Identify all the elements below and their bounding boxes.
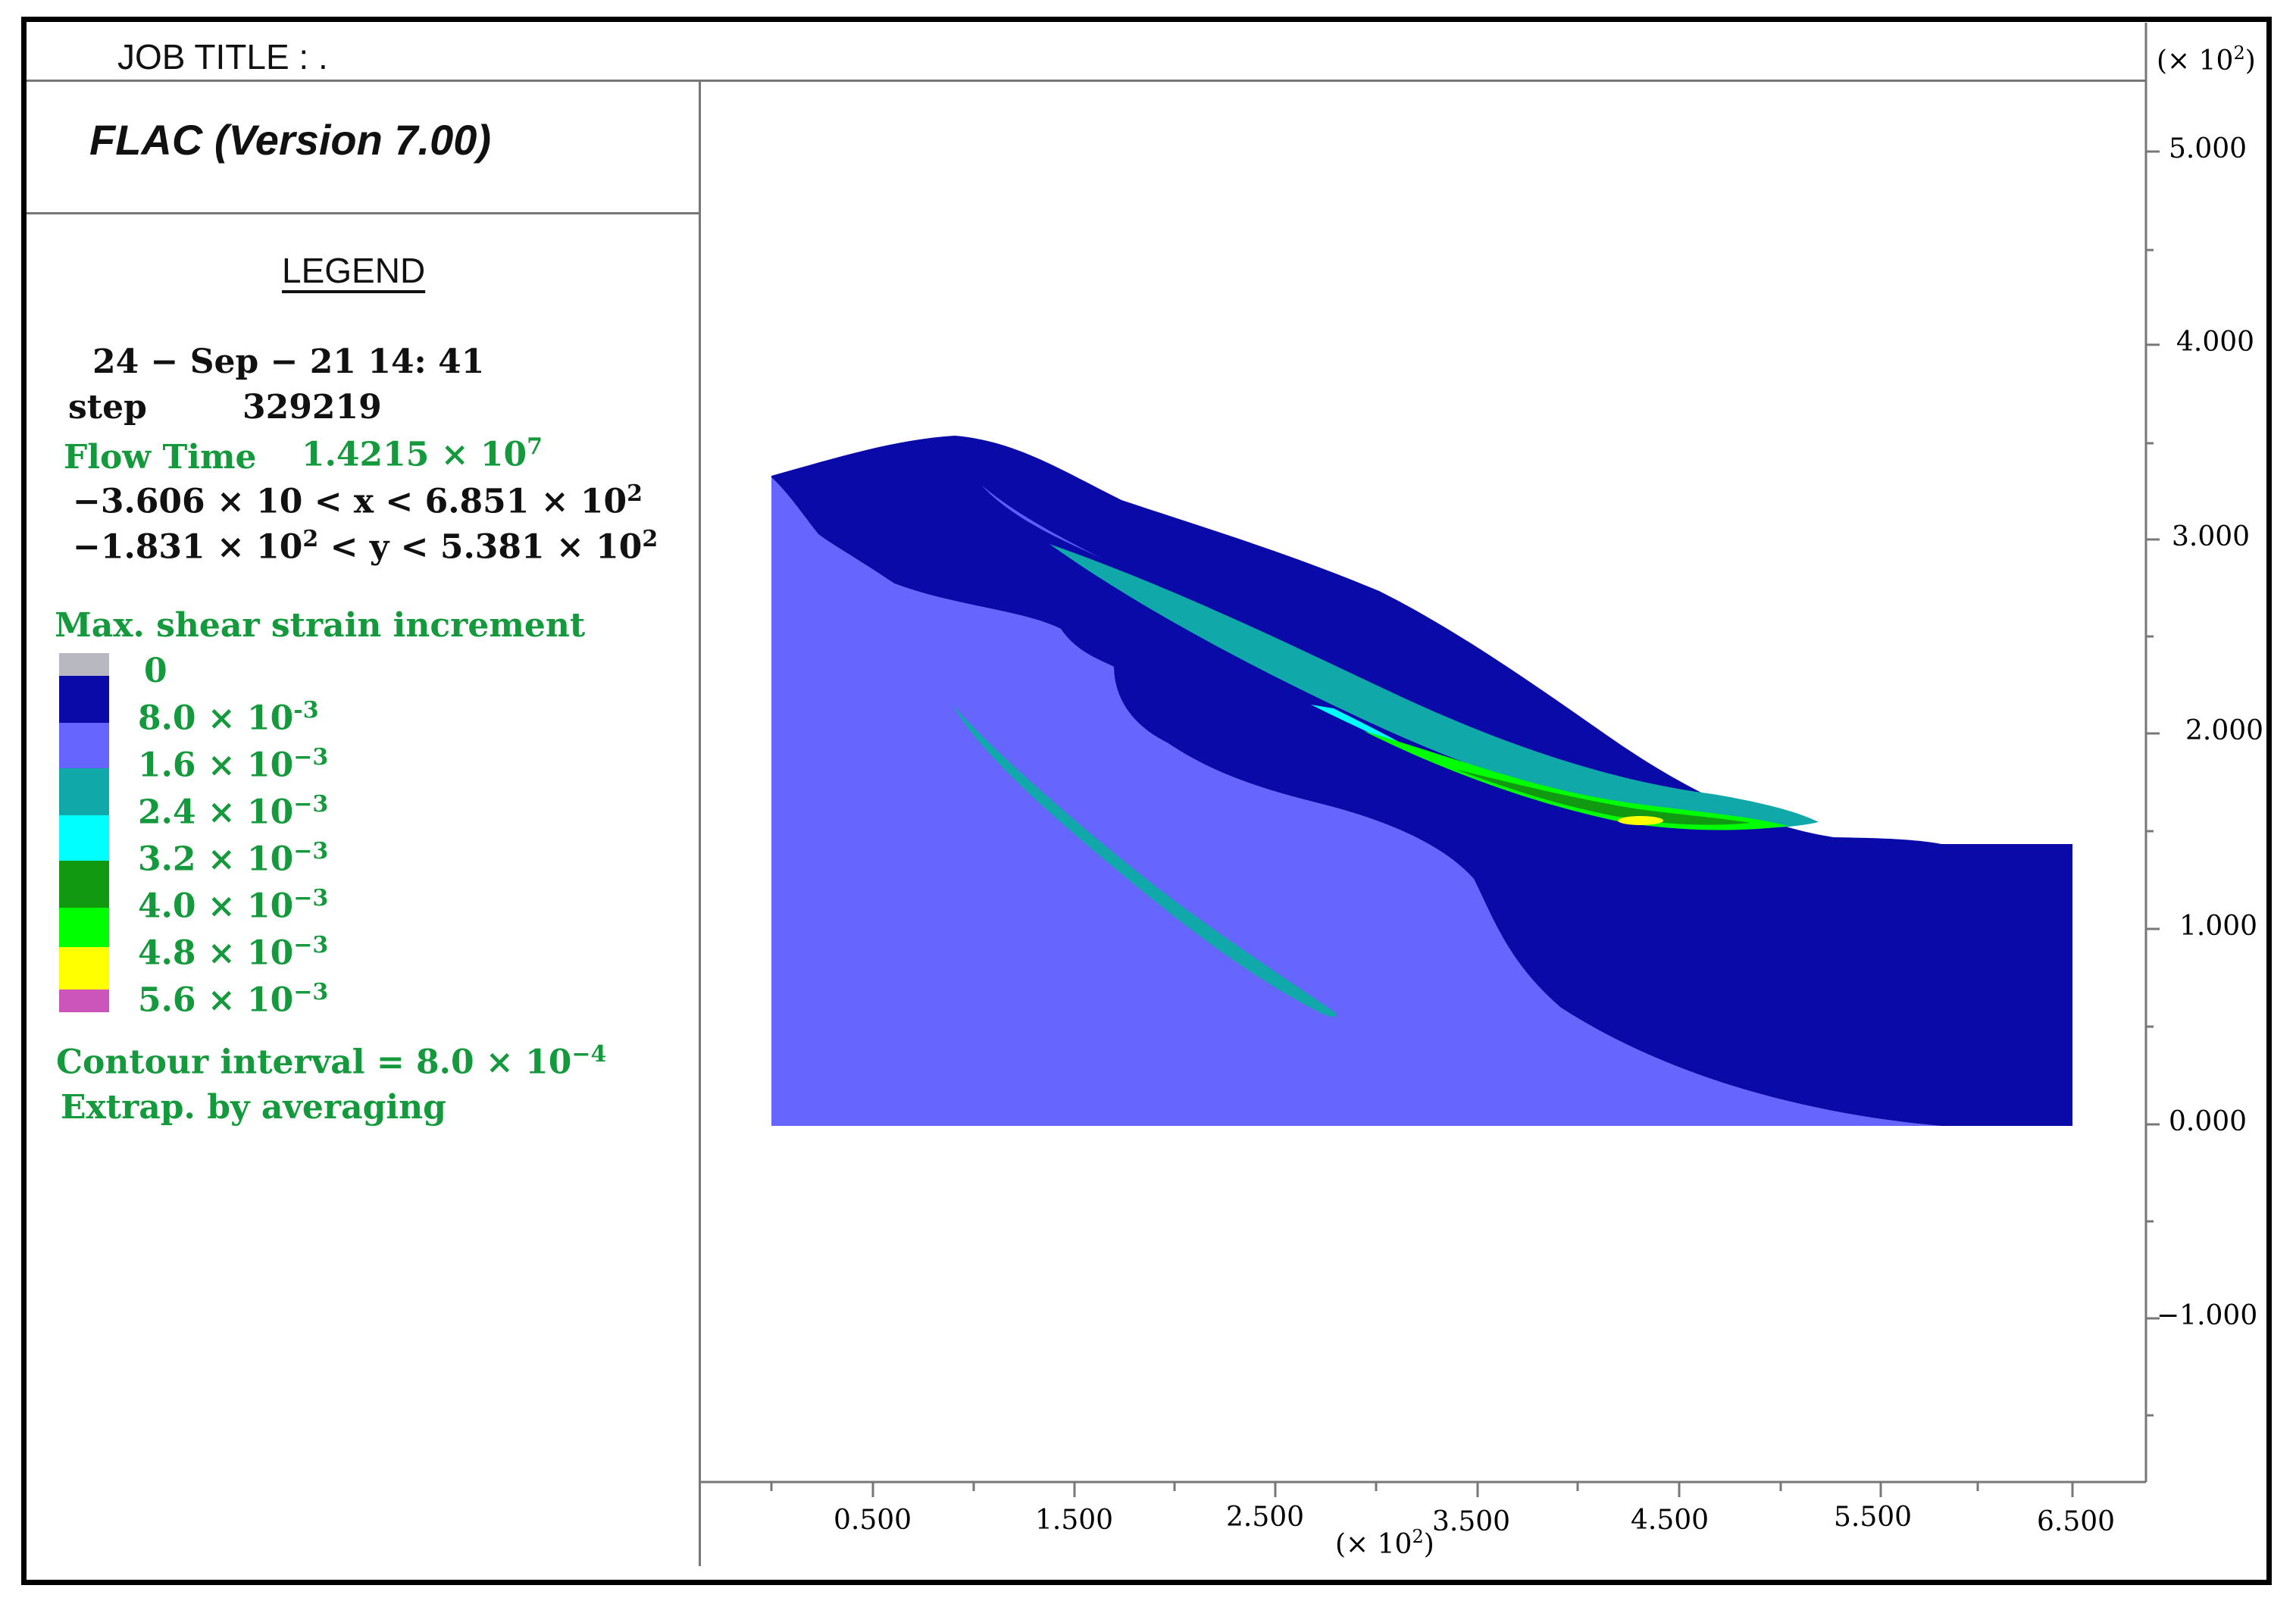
legend-date-time: 24 − Sep − 21 14: 41 [92, 342, 485, 381]
legend-level-2: 1.6 × 10−3 [138, 744, 328, 785]
soil-region [771, 436, 2072, 1126]
legend-level-6: 4.8 × 10−3 [138, 932, 328, 973]
contour-interval: Contour interval = 8.0 × 10−4 [56, 1041, 606, 1082]
flow-time-mantissa: 1.4215 × 10 [302, 435, 527, 474]
job-title: JOB TITLE : . [117, 37, 328, 77]
legend-flow-time-value: 1.4215 × 107 [302, 433, 543, 474]
x-axis-ticks [770, 1482, 2074, 1497]
legend-level-4: 3.2 × 10−3 [138, 838, 328, 879]
legend-x-range: −3.606 × 10 < x < 6.851 × 102 [73, 480, 643, 521]
legend-swatch-4 [59, 815, 109, 861]
legend-level-3-value: 2.4 × 10 [138, 793, 294, 832]
x-range-text: −3.606 × 10 < x < 6.851 × 10 [73, 482, 627, 521]
legend-level-2-value: 1.6 × 10 [138, 746, 294, 785]
y-tick-label-6: −1.000 [2157, 1300, 2257, 1331]
y-tick-label-0: 5.000 [2169, 133, 2247, 164]
legend-swatch-0 [59, 653, 109, 676]
bedrock-wedge [811, 530, 871, 640]
x-tick-label-5: 5.500 [1834, 1502, 1912, 1533]
y-range-exponent-2: 2 [642, 526, 658, 552]
legend-level-3-exp: −3 [293, 791, 329, 818]
legend-title: LEGEND [282, 251, 426, 290]
y-axis-ticks [2146, 150, 2160, 1417]
y-range-exponent-1: 2 [302, 526, 319, 552]
x-range-exponent: 2 [627, 480, 643, 507]
legend-swatch-6 [59, 908, 109, 947]
y-axis-multiplier: (× 102) [2157, 42, 2256, 77]
y-tick-label-4: 1.000 [2179, 911, 2257, 942]
slip-band-peak [1618, 816, 1663, 825]
legend-level-6-value: 4.8 × 10 [138, 933, 294, 973]
legend-swatch-2 [59, 723, 109, 768]
legend-level-0: 0 [144, 652, 167, 690]
legend-swatch-3 [59, 768, 109, 815]
y-range-suffix: < y < 5.381 × 10 [318, 527, 643, 567]
x-tick-label-2: 2.500 [1226, 1502, 1304, 1533]
legend-swatch-8 [59, 990, 109, 1012]
legend-swatch-7 [59, 947, 109, 990]
header-divider [27, 80, 2145, 82]
legend-swatch-1 [59, 676, 109, 723]
y-tick-label-1: 4.000 [2176, 327, 2254, 358]
legend-level-5: 4.0 × 10−3 [138, 885, 328, 926]
x-tick-label-6: 6.500 [2037, 1506, 2115, 1537]
legend-flow-time-label: Flow Time [64, 438, 257, 477]
contour-variable-title: Max. shear strain increment [55, 606, 586, 645]
extrap-note: Extrap. by averaging [61, 1088, 446, 1127]
legend-level-5-value: 4.0 × 10 [138, 886, 294, 926]
contour-interval-text: Contour interval = 8.0 × 10 [56, 1043, 572, 1082]
x-multiplier-exp: 2 [1412, 1526, 1423, 1547]
bedrock-region [771, 477, 1941, 1126]
slip-band-outer [1049, 544, 1819, 828]
legend-level-0-value: 0 [144, 652, 167, 690]
legend-step-value: 329219 [242, 388, 382, 427]
legend-level-4-value: 3.2 × 10 [138, 840, 294, 879]
legend-swatch-5 [59, 861, 109, 908]
slip-band-green [1364, 731, 1788, 830]
legend-level-7-value: 5.6 × 10 [138, 980, 294, 1020]
version-divider [27, 212, 701, 214]
legend-level-1-value: 8.0 × 10 [138, 699, 294, 738]
legend-level-7-exp: −3 [293, 979, 329, 1005]
app-version-label: FLAC (Version 7.00) [89, 116, 492, 164]
x-multiplier-text: (× 10 [1335, 1529, 1412, 1560]
x-tick-label-3: 3.500 [1432, 1506, 1510, 1537]
flow-time-exponent: 7 [527, 433, 543, 460]
y-tick-label-5: 0.000 [2169, 1106, 2247, 1137]
x-axis-multiplier: (× 102) [1335, 1526, 1434, 1560]
x-tick-label-0: 0.500 [834, 1505, 912, 1536]
legend-step-label: step [68, 388, 147, 427]
y-range-prefix: −1.831 × 10 [73, 527, 303, 567]
legend-level-5-exp: −3 [293, 885, 329, 911]
legend-level-6-exp: −3 [293, 932, 329, 958]
y-tick-label-2: 3.000 [2172, 521, 2250, 552]
legend-level-7: 5.6 × 10−3 [138, 979, 328, 1020]
x-tick-label-1: 1.500 [1035, 1505, 1113, 1536]
y-multiplier-text: (× 10 [2157, 45, 2233, 77]
legend-level-1-exp: -3 [293, 697, 319, 724]
legend-panel-divider [699, 80, 701, 1566]
contour-interval-exp: −4 [571, 1041, 607, 1068]
y-tick-label-3: 2.000 [2185, 715, 2263, 746]
y-multiplier-exp: 2 [2233, 42, 2244, 64]
legend-y-range: −1.831 × 102 < y < 5.381 × 102 [73, 526, 658, 567]
legend-level-2-exp: −3 [293, 744, 329, 771]
legend-level-3: 2.4 × 10−3 [138, 791, 328, 832]
slip-band-core [1455, 769, 1750, 825]
legend-level-4-exp: −3 [293, 838, 329, 865]
x-tick-label-4: 4.500 [1631, 1505, 1709, 1536]
legend-level-1: 8.0 × 10-3 [138, 697, 319, 738]
